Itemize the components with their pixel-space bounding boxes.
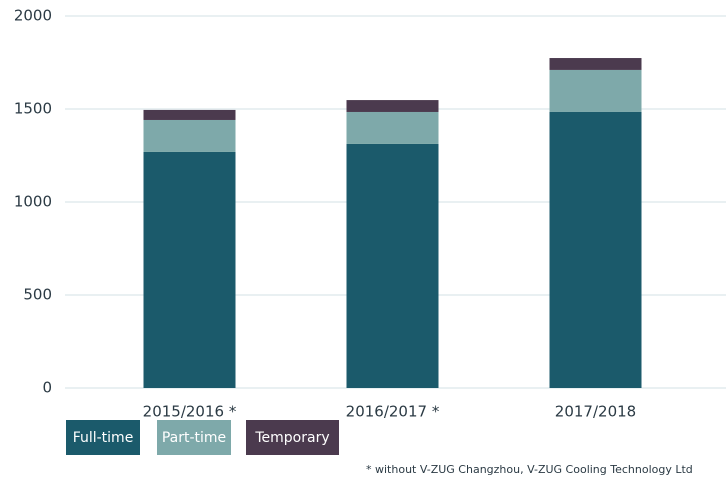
legend-label: Full-time: [73, 430, 134, 446]
legend-swatch: [157, 420, 231, 455]
bar-segment: [143, 109, 236, 120]
y-tick-label: 1000: [14, 193, 52, 211]
legend-label: Temporary: [254, 430, 329, 446]
legend-swatch: [66, 420, 140, 455]
x-tick-label: 2015/2016 *: [143, 403, 237, 421]
x-tick-label: 2017/2018: [555, 403, 636, 421]
bar-segment: [346, 111, 439, 144]
bar-segment: [549, 111, 642, 388]
legend-label: Part-time: [162, 430, 226, 446]
y-tick-label: 0: [42, 379, 52, 397]
x-tick-label: 2016/2017 *: [346, 403, 440, 421]
y-tick-label: 500: [23, 286, 52, 304]
bar-segment: [346, 143, 439, 388]
legend-swatch: [246, 420, 339, 455]
bar-segment: [549, 69, 642, 112]
y-tick-label: 1500: [14, 100, 52, 118]
y-tick-label: 2000: [14, 7, 52, 25]
bar-segment: [143, 151, 236, 388]
bar-segment: [549, 58, 642, 70]
bar-segment: [346, 100, 439, 112]
bar-segment: [143, 119, 236, 152]
footnote: * without V-ZUG Changzhou, V-ZUG Cooling…: [366, 463, 693, 476]
